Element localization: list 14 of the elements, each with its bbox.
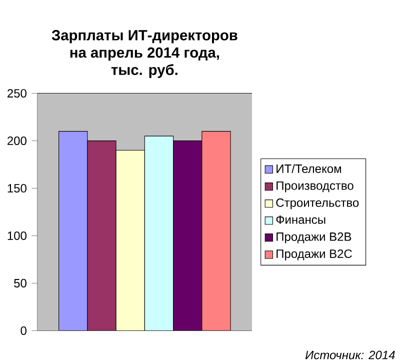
text: Источник: 2014 xyxy=(305,350,395,360)
y-tick-label: 200 xyxy=(8,136,26,146)
legend-label: Строительство xyxy=(276,198,359,210)
legend-label: Производство xyxy=(276,181,354,192)
legend-label: Продажи B2C xyxy=(276,249,352,260)
y-tick-label: 150 xyxy=(8,184,26,193)
y-tick-label: 250 xyxy=(8,89,26,98)
chart-title: Зарплаты ИТ-директоров на апрель 2014 года, тыс. руб. xyxy=(52,30,238,78)
legend-label: Продажи B2B xyxy=(276,232,352,244)
y-tick-label: 0 xyxy=(20,326,26,335)
y-tick-label: 50 xyxy=(14,278,26,288)
legend-label: Финансы xyxy=(276,215,326,224)
y-tick-label: 100 xyxy=(8,231,26,240)
legend-label: ИТ/Телеком xyxy=(276,164,341,173)
